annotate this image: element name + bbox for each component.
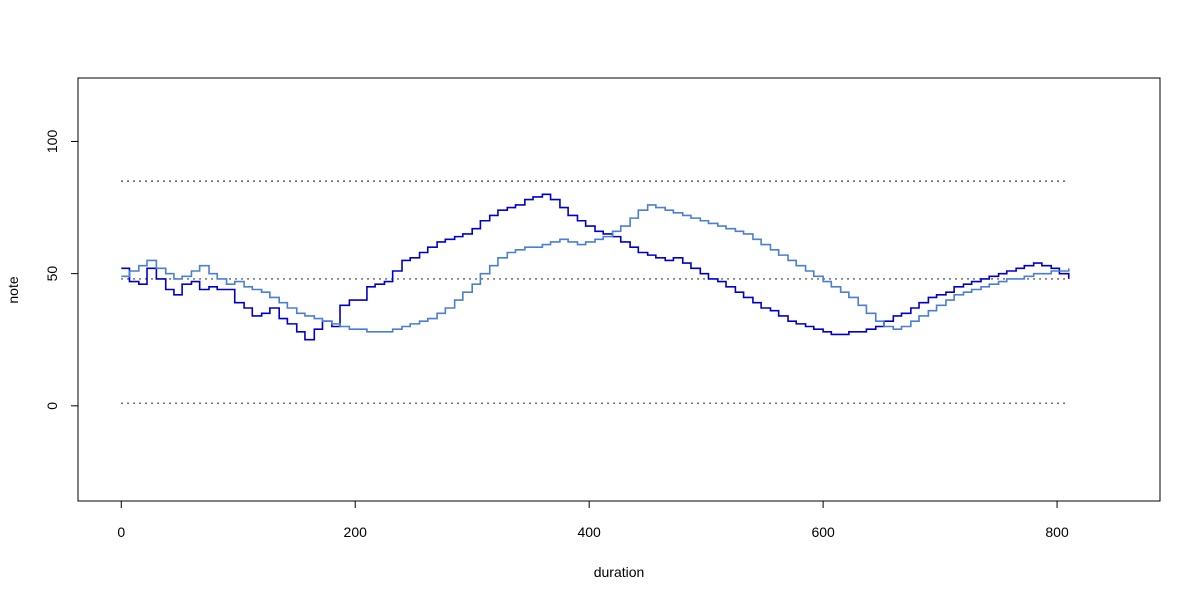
series-line-1 <box>121 204 1070 333</box>
x-tick-label: 200 <box>344 524 368 540</box>
plot-frame <box>77 77 1161 502</box>
x-tick-label: 400 <box>577 524 601 540</box>
y-axis: 0 50 100 <box>44 130 79 410</box>
x-axis-title: duration <box>594 564 645 580</box>
x-tick-label: 800 <box>1045 524 1069 540</box>
y-tick-label: 0 <box>44 402 60 410</box>
x-axis: 0 200 400 600 800 <box>117 500 1069 540</box>
y-tick-label: 50 <box>44 266 60 282</box>
x-tick-label: 600 <box>811 524 835 540</box>
y-axis-title: note <box>5 276 21 303</box>
x-tick-label: 0 <box>117 524 125 540</box>
series-line-0 <box>121 193 1070 341</box>
y-tick-label: 100 <box>44 130 60 154</box>
series-group <box>121 193 1070 341</box>
